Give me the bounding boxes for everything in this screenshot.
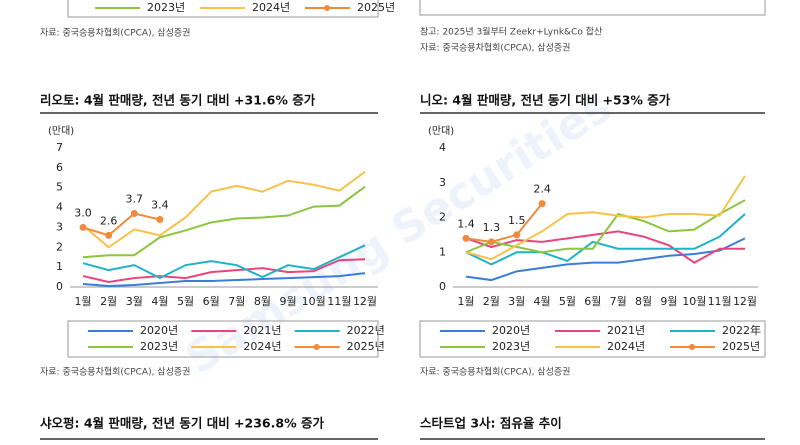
- x-tick-label: 9월: [280, 295, 297, 308]
- legend-marker: [324, 5, 330, 11]
- box-edge: [419, 0, 766, 16]
- series-line: [82, 244, 366, 280]
- x-tick-label: 12월: [353, 295, 377, 308]
- series-line: [465, 199, 746, 254]
- y-tick-label: 3: [56, 220, 63, 233]
- point: [513, 231, 521, 239]
- series-line: [465, 175, 746, 261]
- x-tick-label: 4월: [534, 295, 551, 308]
- x-tick-label: 7월: [228, 295, 245, 308]
- data-label: 3.4: [151, 198, 169, 211]
- y-tick-label: 3: [439, 176, 446, 189]
- y-tick-label: 4: [439, 141, 446, 154]
- point: [105, 231, 113, 239]
- source: 자료: 중국승용차협회(CPCA), 삼성증권: [40, 366, 190, 378]
- legend-label: 2024년: [243, 340, 281, 353]
- chart-title: 리오토: 4월 판매량, 전년 동기 대비 +31.6% 증가: [40, 93, 316, 108]
- y-tick-label: 5: [56, 181, 63, 194]
- series-line: [82, 272, 366, 288]
- y-axis-label: (만대): [428, 125, 454, 137]
- x-tick-label: 2월: [483, 295, 500, 308]
- data-label: 2.6: [100, 214, 118, 227]
- point: [462, 234, 470, 242]
- y-tick-label: 0: [439, 280, 446, 293]
- y-tick-label: 0: [56, 280, 63, 293]
- legend-box: [67, 320, 379, 358]
- x-tick-label: 5월: [177, 295, 194, 308]
- data-label: 3.7: [126, 193, 144, 206]
- x-tick-label: 11월: [708, 295, 732, 308]
- x-tick-label: 6월: [584, 295, 601, 308]
- series-line: [82, 185, 366, 259]
- legend-label: 2023년: [492, 340, 530, 353]
- x-tick-label: 3월: [508, 295, 525, 308]
- y-tick-label: 2: [439, 211, 446, 224]
- legend-marker: [689, 344, 695, 350]
- legend-box: [67, 0, 379, 18]
- series-line: [465, 202, 543, 243]
- data-label: 3.0: [74, 206, 92, 219]
- x-tick-label: 8월: [635, 295, 652, 308]
- legend-label: 2025년: [722, 340, 760, 353]
- x-tick-label: 6월: [203, 295, 220, 308]
- legend-label: 2021년: [243, 324, 281, 337]
- legend-label: 2023년: [140, 340, 178, 353]
- x-tick-label: 2월: [100, 295, 117, 308]
- series-line: [465, 237, 746, 282]
- series-line: [465, 230, 745, 264]
- legend-label: 2022年: [722, 323, 761, 337]
- x-tick-label: 8월: [254, 295, 271, 308]
- x-tick-label: 11월: [327, 295, 351, 308]
- y-tick-label: 1: [439, 245, 446, 258]
- x-tick-label: 5월: [559, 295, 576, 308]
- legend-label: 2023년: [147, 1, 185, 14]
- x-tick-label: 1월: [74, 295, 91, 308]
- legend-label: 2021년: [607, 324, 645, 337]
- series-line: [465, 213, 746, 266]
- y-tick-label: 7: [56, 141, 63, 154]
- legend-label: 2020년: [140, 324, 178, 337]
- point: [79, 223, 87, 231]
- data-label: 1.4: [457, 217, 475, 230]
- series-line: [82, 212, 161, 237]
- y-tick-label: 6: [56, 161, 63, 174]
- y-tick-label: 4: [56, 201, 63, 214]
- point: [538, 200, 546, 208]
- x-tick-label: 4월: [151, 295, 168, 308]
- point: [156, 215, 164, 223]
- section-title: 샤오펑: 4월 판매량, 전년 동기 대비 +236.8% 증가: [40, 416, 324, 431]
- chart-title: 니오: 4월 판매량, 전년 동기 대비 +53% 증가: [420, 93, 671, 108]
- legend-label: 2025년: [347, 340, 385, 353]
- series-line: [82, 171, 366, 249]
- point: [130, 210, 138, 218]
- x-tick-label: 10월: [682, 295, 706, 308]
- y-tick-label: 2: [56, 240, 63, 253]
- legend-box: [419, 320, 766, 358]
- x-tick-label: 9월: [660, 295, 677, 308]
- legend-label: 2024년: [607, 340, 645, 353]
- legend-label: 2025년: [357, 1, 395, 14]
- legend-label: 2024년: [252, 1, 290, 14]
- x-tick-label: 12월: [733, 295, 757, 308]
- y-axis-label: (만대): [48, 125, 74, 137]
- y-tick-label: 1: [56, 260, 63, 273]
- legend-label: 2022년: [347, 324, 385, 337]
- series-line: [82, 258, 366, 284]
- x-tick-label: 7월: [610, 295, 627, 308]
- x-tick-label: 1월: [457, 295, 474, 308]
- source: 자료: 중국승용차협회(CPCA), 삼성증권: [420, 42, 570, 54]
- source: 자료: 중국승용차협회(CPCA), 삼성증권: [40, 27, 190, 39]
- data-label: 1.3: [483, 221, 501, 234]
- section-title: 스타트업 3사: 점유율 추이: [420, 416, 562, 431]
- legend-label: 2020년: [492, 324, 530, 337]
- note: 참고: 2025년 3월부터 Zeekr+Lynk&Co 합산: [420, 26, 602, 38]
- data-label: 1.5: [508, 214, 526, 227]
- point: [487, 238, 495, 246]
- data-label: 2.4: [533, 183, 551, 196]
- x-tick-label: 10월: [302, 295, 326, 308]
- source: 자료: 중국승용차협회(CPCA), 삼성증권: [420, 366, 570, 378]
- x-tick-label: 3월: [126, 295, 143, 308]
- legend-marker: [313, 344, 320, 350]
